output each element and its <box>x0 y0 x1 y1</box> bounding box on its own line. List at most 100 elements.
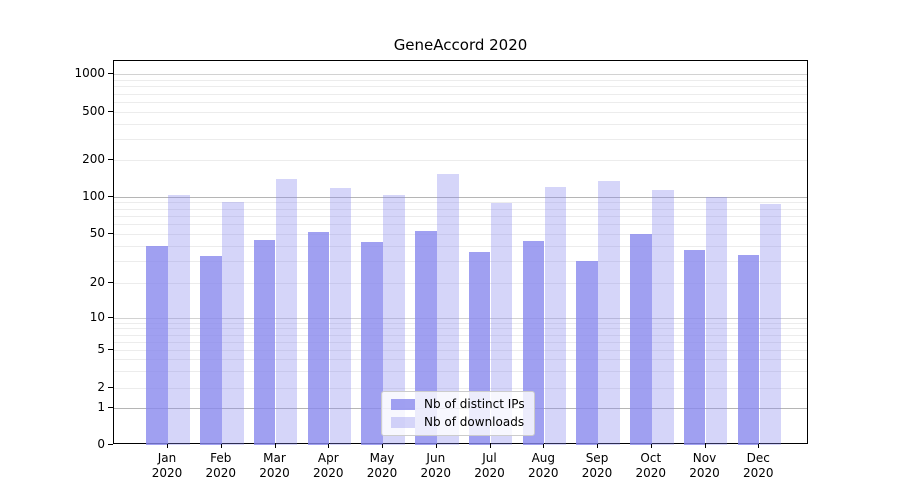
x-tick-label-oct: Oct 2020 <box>635 451 667 480</box>
y-tick-mark-500 <box>108 110 113 112</box>
y-tick-mark-1 <box>108 407 113 409</box>
gridline-5 <box>114 350 807 352</box>
x-tick-label-may: May 2020 <box>366 451 398 480</box>
gridline-8 <box>114 328 807 330</box>
x-tick-mark-mar <box>274 444 276 448</box>
x-tick-mark-jan <box>167 444 168 448</box>
x-tick-mark-feb <box>220 444 222 448</box>
bar-downloads-jul <box>490 203 513 446</box>
bar-distinct-ips-may <box>361 242 383 446</box>
y-tick-label-20: 20 <box>89 274 105 289</box>
x-tick-mark-apr <box>328 444 330 448</box>
legend-label-distinct-ips: Nb of distinct IPs <box>424 397 525 411</box>
bar-downloads-oct <box>652 190 674 446</box>
y-tick-label-5: 5 <box>97 342 105 357</box>
y-tick-mark-100 <box>108 195 113 197</box>
x-tick-label-jun: Jun 2020 <box>420 451 452 480</box>
x-tick-mark-aug <box>543 444 545 448</box>
y-tick-label-500: 500 <box>82 103 105 118</box>
gridline-6 <box>114 341 807 343</box>
gridline-3 <box>114 371 807 373</box>
y-tick-mark-5 <box>108 349 113 351</box>
y-tick-mark-2 <box>108 386 113 388</box>
x-tick-mark-jul <box>489 444 491 448</box>
x-tick-label-dec: Dec 2020 <box>743 451 774 480</box>
legend-swatch-downloads <box>391 416 415 428</box>
y-tick-mark-1000 <box>108 73 113 75</box>
bar-distinct-ips-nov <box>683 250 706 446</box>
gridline-9 <box>114 322 807 324</box>
x-tick-label-sep: Sep 2020 <box>581 451 613 480</box>
bar-downloads-feb <box>222 201 244 446</box>
gridline-4 <box>114 359 807 361</box>
x-tick-label-nov: Nov 2020 <box>689 451 720 480</box>
legend-label-downloads: Nb of downloads <box>424 415 525 429</box>
y-tick-mark-0 <box>108 444 113 446</box>
x-tick-label-aug: Aug 2020 <box>528 451 559 480</box>
gridline-600 <box>114 101 807 103</box>
bar-downloads-jun <box>437 173 459 446</box>
gridline-7 <box>114 334 807 336</box>
x-tick-mark-may <box>382 444 383 448</box>
gridline-1000 <box>114 74 807 76</box>
y-tick-label-50: 50 <box>89 226 105 241</box>
gridline-10 <box>114 317 807 319</box>
y-tick-label-0: 0 <box>97 437 105 452</box>
y-tick-label-100: 100 <box>82 188 105 203</box>
bar-distinct-ips-feb <box>200 256 222 446</box>
bar-downloads-aug <box>544 187 566 446</box>
bar-distinct-ips-mar <box>253 239 276 446</box>
y-tick-label-10: 10 <box>89 309 105 324</box>
bar-downloads-sep <box>598 181 620 446</box>
legend-item-distinct-ips: Nb of distinct IPs <box>391 397 525 411</box>
gridline-30 <box>114 261 807 263</box>
bar-downloads-dec <box>759 203 781 446</box>
gridline-90 <box>114 202 807 204</box>
x-tick-label-jan: Jan 2020 <box>151 451 183 480</box>
legend: Nb of distinct IPs Nb of downloads <box>381 391 535 436</box>
x-tick-label-mar: Mar 2020 <box>259 451 290 480</box>
bar-distinct-ips-oct <box>630 234 652 446</box>
gridline-900 <box>114 80 807 81</box>
bar-downloads-nov <box>705 196 728 446</box>
gridline-100 <box>114 196 807 198</box>
y-tick-label-2: 2 <box>97 379 105 394</box>
legend-item-downloads: Nb of downloads <box>391 415 525 429</box>
bar-distinct-ips-dec <box>737 254 759 446</box>
gridline-60 <box>114 224 807 226</box>
gridline-200 <box>114 160 807 161</box>
x-tick-mark-jun <box>435 444 437 448</box>
bar-distinct-ips-sep <box>576 261 598 446</box>
plot-area: Nb of distinct IPs Nb of downloads <box>113 60 808 446</box>
gridline-700 <box>114 93 807 95</box>
gridline-300 <box>114 138 807 140</box>
x-tick-label-feb: Feb 2020 <box>205 451 237 480</box>
y-tick-mark-10 <box>108 316 113 318</box>
legend-swatch-distinct-ips <box>391 398 415 410</box>
gridline-2 <box>114 387 807 389</box>
bar-downloads-may <box>383 195 405 446</box>
gridline-800 <box>114 86 807 88</box>
gridline-50 <box>114 234 807 236</box>
y-tick-label-1: 1 <box>97 400 105 415</box>
y-tick-mark-200 <box>108 159 113 160</box>
x-tick-mark-nov <box>704 444 706 448</box>
x-tick-mark-dec <box>758 444 760 448</box>
x-tick-mark-oct <box>650 444 652 448</box>
gridline-40 <box>114 246 807 248</box>
y-tick-mark-50 <box>108 233 113 235</box>
bar-downloads-apr <box>329 187 351 446</box>
bar-distinct-ips-apr <box>307 232 329 446</box>
y-tick-label-200: 200 <box>82 152 105 166</box>
x-tick-label-jul: Jul 2020 <box>474 451 505 480</box>
y-tick-mark-20 <box>108 281 113 283</box>
gridline-70 <box>114 216 807 217</box>
gridline-500 <box>114 111 807 113</box>
gridline-80 <box>114 208 807 210</box>
bar-distinct-ips-jan <box>146 246 168 446</box>
y-tick-label-1000: 1000 <box>74 66 105 81</box>
gridline-20 <box>114 282 807 284</box>
bar-downloads-mar <box>275 178 298 446</box>
gridline-400 <box>114 123 807 125</box>
